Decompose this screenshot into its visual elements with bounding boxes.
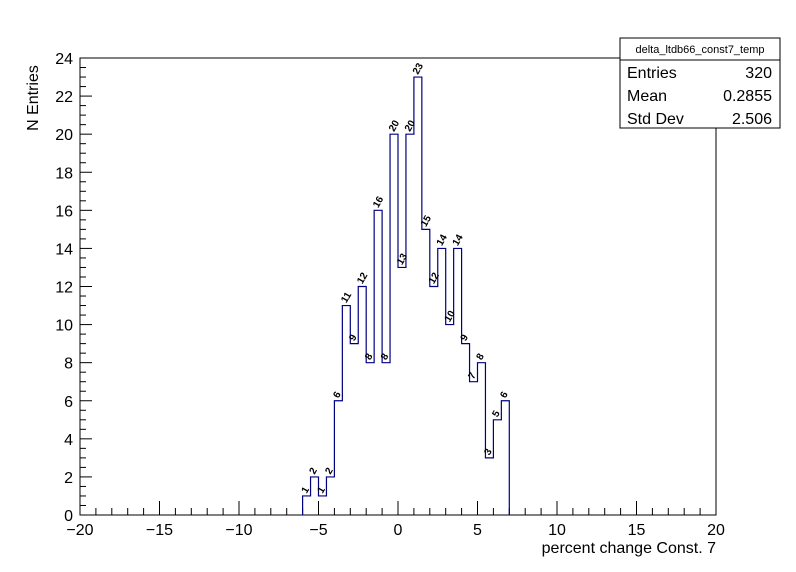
bin-count-label: 7 [467, 371, 480, 382]
stats-entries-label: Entries [627, 65, 677, 82]
histogram-series [302, 76, 510, 515]
histogram-line [302, 76, 510, 515]
bin-count-label: 3 [482, 447, 495, 458]
y-tick-label: 24 [55, 51, 73, 68]
stats-entries-value: 320 [745, 65, 772, 82]
y-tick-label: 10 [55, 318, 73, 335]
bin-count-label: 8 [475, 351, 488, 362]
stats-title: delta_ltdb66_const7_temp [635, 44, 764, 56]
x-tick-label: −20 [66, 522, 93, 539]
bin-count-label: 10 [443, 309, 458, 325]
bin-count-label: 6 [331, 390, 344, 401]
y-tick-label: 4 [64, 432, 73, 449]
y-axis-title: N Entries [25, 65, 42, 131]
bin-count-label: 8 [379, 351, 392, 362]
bin-count-label: 12 [355, 270, 370, 286]
bin-count-label: 16 [371, 194, 386, 210]
stats-mean-value: 0.2855 [723, 88, 772, 105]
x-tick-label: 15 [628, 522, 646, 539]
y-tick-label: 8 [64, 356, 73, 373]
x-axis-title: percent change Const. 7 [542, 540, 716, 557]
stats-box: delta_ltdb66_const7_temp Entries 320 Mea… [619, 37, 781, 129]
bin-count-label: 12 [427, 270, 442, 286]
y-tick-label: 12 [55, 280, 73, 297]
y-tick-label: 6 [64, 394, 73, 411]
bin-count-label: 1 [300, 485, 313, 496]
bin-count-label: 8 [363, 351, 376, 362]
y-tick-label: 16 [55, 203, 73, 220]
y-tick-label: 18 [55, 165, 73, 182]
x-tick-label: 0 [394, 522, 403, 539]
y-tick-label: 0 [64, 508, 73, 525]
y-tick-label: 2 [64, 470, 73, 487]
x-tick-label: 5 [473, 522, 482, 539]
bin-count-label: 13 [395, 251, 410, 267]
x-tick-label: 10 [548, 522, 566, 539]
bin-count-label: 6 [498, 390, 511, 401]
y-tick-label: 22 [55, 89, 73, 106]
bin-count-label: 5 [490, 409, 503, 420]
x-tick-label: −15 [146, 522, 173, 539]
y-tick-label: 20 [55, 127, 73, 144]
bin-count-label: 20 [403, 118, 418, 134]
bin-count-label: 9 [459, 332, 472, 343]
stats-stddev-label: Std Dev [627, 111, 684, 128]
bin-count-label: 15 [419, 213, 434, 229]
bin-count-label: 2 [308, 466, 321, 477]
y-tick-label: 14 [55, 241, 73, 258]
bin-count-label: 1 [316, 485, 329, 496]
bin-count-label: 2 [323, 466, 336, 477]
bin-count-label: 9 [347, 332, 360, 343]
stats-mean-label: Mean [627, 88, 667, 105]
x-tick-label: 20 [707, 522, 725, 539]
x-tick-label: −10 [225, 522, 252, 539]
bin-count-label: 14 [435, 232, 450, 248]
stats-stddev-value: 2.506 [732, 111, 772, 128]
bin-count-label: 20 [387, 118, 402, 134]
bin-count-label: 23 [411, 61, 426, 77]
x-axis: −20 −15 −10 −5 0 5 10 15 20 [66, 501, 725, 539]
bin-count-label: 14 [451, 232, 466, 248]
x-tick-label: −5 [309, 522, 327, 539]
